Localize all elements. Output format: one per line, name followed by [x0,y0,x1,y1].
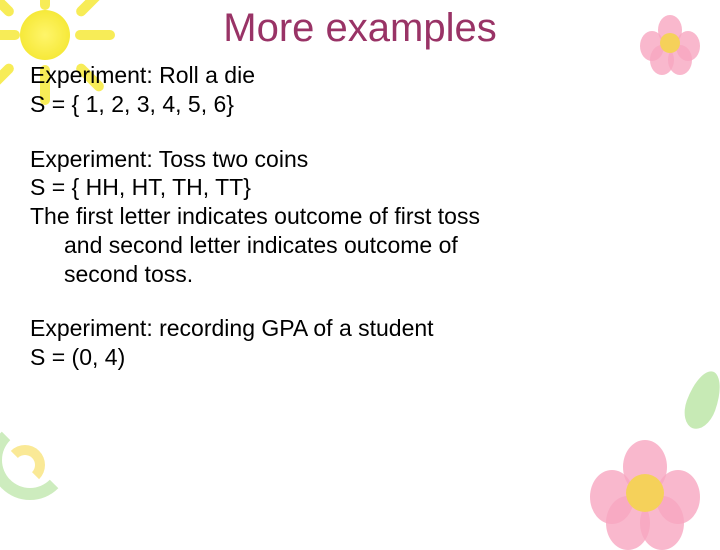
leaf-bottom-right-icon [679,367,720,434]
text-block: Experiment: Roll a dieS = { 1, 2, 3, 4, … [30,61,690,119]
slide-title: More examples [30,6,690,51]
text-line: Experiment: recording GPA of a student [30,314,690,343]
slide-body: Experiment: Roll a dieS = { 1, 2, 3, 4, … [30,61,690,372]
text-line: Experiment: Roll a die [30,61,690,90]
slide-content: More examples Experiment: Roll a dieS = … [0,0,720,372]
text-block: Experiment: Toss two coinsS = { HH, HT, … [30,145,690,289]
text-line: S = (0, 4) [30,343,690,372]
text-line: and second letter indicates outcome of [30,231,690,260]
swirl-bottom-left-inner-icon [5,445,45,485]
text-line: second toss. [30,260,690,289]
text-line: S = { HH, HT, TH, TT} [30,173,690,202]
text-line: The first letter indicates outcome of fi… [30,202,690,231]
text-line: S = { 1, 2, 3, 4, 5, 6} [30,90,690,119]
text-block: Experiment: recording GPA of a studentS … [30,314,690,372]
text-line: Experiment: Toss two coins [30,145,690,174]
flower-bottom-right-icon [590,440,700,550]
